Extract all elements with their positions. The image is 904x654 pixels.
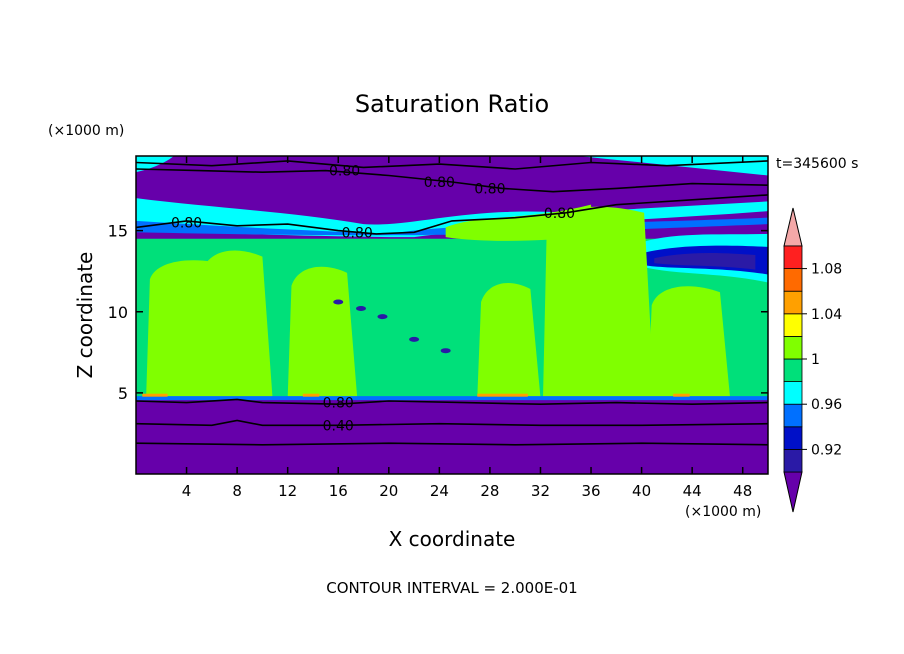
field-hotspot (477, 393, 528, 397)
field-dry-cell (377, 314, 388, 320)
field-band-lower-dry (136, 397, 768, 474)
x-tick-label: 24 (430, 482, 449, 500)
x-ticks: 4 8 12 16 20 24 28 32 36 40 44 48 (182, 156, 752, 500)
field-plume (477, 283, 541, 398)
plot-field (136, 156, 768, 474)
colorbar-top-triangle (783, 207, 803, 247)
field-plume (199, 250, 273, 398)
colorbar-band (783, 313, 803, 337)
contour-label: 0.80 (329, 164, 360, 180)
x-tick-label: 36 (581, 482, 600, 500)
field-hotspot (142, 393, 168, 397)
time-label: t=345600 s (776, 156, 858, 172)
field-band-cloud-top (136, 198, 768, 238)
y-tick-label: 15 (108, 222, 128, 241)
x-tick-label: 8 (232, 482, 242, 500)
field-hotspot (673, 393, 690, 397)
contour-label: 0.80 (342, 225, 373, 241)
field-dry-cell (440, 348, 451, 354)
contour-line-lowest (136, 442, 768, 446)
field-streak-top-left (136, 156, 174, 173)
field-band-cloud-top-blue (136, 217, 768, 236)
contour-label: 0.40 (323, 418, 354, 434)
field-plume (647, 286, 731, 398)
colorbar-band (783, 290, 803, 315)
colorbar: 1.08 1.04 1 0.96 0.92 (783, 207, 842, 513)
contour-line-0-40 (136, 419, 768, 427)
y-tick-label: 5 (118, 384, 128, 403)
y-axis-label: Z coordinate (73, 252, 97, 379)
contour-line-0-80-upper (136, 168, 768, 193)
x-tick-label: 44 (683, 482, 702, 500)
colorbar-band (783, 381, 803, 405)
chart-title: Saturation Ratio (355, 90, 549, 118)
colorbar-label: 0.92 (811, 442, 842, 458)
colorbar-band (783, 335, 803, 360)
contour-label: 0.80 (323, 396, 354, 412)
contour-label-group: 0.80 0.80 0.80 0.80 0.80 0.80 0.80 0.40 (171, 164, 575, 435)
x-tick-label: 4 (182, 482, 192, 500)
field-dry-cell (409, 336, 420, 342)
colorbar-bottom-triangle (783, 471, 803, 513)
field-plume (543, 206, 655, 398)
colorbar-label: 0.96 (811, 397, 842, 413)
x-tick-label: 48 (733, 482, 752, 500)
contour-label: 0.80 (474, 181, 505, 197)
colorbar-band (783, 245, 803, 270)
x-tick-label: 32 (531, 482, 550, 500)
contour-label: 0.80 (171, 216, 202, 232)
colorbar-band (783, 358, 803, 383)
x-tick-label: 12 (278, 482, 297, 500)
y-unit-label: (×1000 m) (48, 123, 124, 139)
colorbar-band (783, 403, 803, 428)
field-dry-cell (333, 299, 344, 305)
contour-line-0-80-top (136, 160, 768, 170)
contour-label: 0.80 (424, 175, 455, 191)
y-ticks: 5 10 15 (108, 222, 768, 403)
x-unit-label: (×1000 m) (685, 504, 761, 520)
plot-frame (135, 155, 769, 475)
field-dry-intrusion-core (654, 252, 756, 270)
colorbar-label: 1 (811, 352, 820, 368)
x-tick-label: 16 (329, 482, 348, 500)
contour-lines (136, 160, 768, 446)
field-dry-cell (355, 306, 366, 312)
x-tick-label: 40 (632, 482, 651, 500)
colorbar-band (783, 426, 803, 450)
field-band-inversion (136, 396, 768, 401)
contour-line-0-80-lower (136, 398, 768, 406)
y-tick-label: 10 (108, 303, 128, 322)
x-axis-label: X coordinate (389, 527, 516, 551)
x-tick-label: 28 (480, 482, 499, 500)
field-plume (287, 266, 358, 398)
contour-label: 0.80 (544, 206, 575, 222)
x-tick-label: 20 (379, 482, 398, 500)
colorbar-band (783, 448, 803, 473)
field-hotspot (302, 393, 320, 397)
colorbar-label: 1.08 (811, 262, 842, 278)
contour-line-0-80-cloud-top (136, 194, 768, 235)
contour-interval-footer: CONTOUR INTERVAL = 2.000E-01 (326, 579, 577, 597)
colorbar-band (783, 268, 803, 292)
colorbar-label: 1.04 (811, 307, 842, 323)
